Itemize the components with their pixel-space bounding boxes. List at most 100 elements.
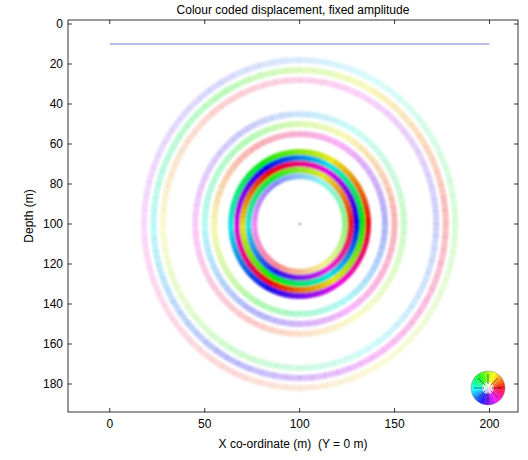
wavefront-segment (249, 233, 250, 238)
wavefront-segment (336, 178, 340, 182)
wavefront-segment (309, 165, 314, 166)
wavefront-segment (285, 57, 299, 64)
wavefront-segment (253, 247, 255, 251)
wavefront-segment (310, 159, 316, 160)
wavefront-segment (346, 189, 349, 194)
y-tick (68, 384, 72, 385)
wavefront-segment (418, 284, 424, 296)
y-tick-label: 100 (43, 217, 63, 231)
wavefront-segment (217, 167, 222, 175)
wavefront-segment (300, 311, 308, 317)
wavefront-segment (173, 136, 180, 148)
wavefront-segment (335, 170, 340, 174)
wavefront-segment (267, 318, 275, 321)
wavefront-segment (195, 122, 203, 132)
wavefront-segment (398, 186, 401, 196)
wavefront-segment (197, 243, 199, 253)
wavefront-segment (314, 166, 319, 168)
wavefront-segment (324, 276, 329, 279)
wavefront-segment (348, 150, 354, 155)
wavefront-segment (240, 183, 243, 189)
wavefront-segment (221, 99, 232, 106)
wavefront-segment (274, 271, 278, 273)
wavefront-segment (145, 238, 147, 253)
wavefront-segment (214, 266, 218, 274)
wavefront-segment (319, 278, 324, 280)
wavefront-segment (267, 273, 271, 276)
wavefront-segment (238, 188, 241, 194)
wavefront-segment (434, 141, 441, 154)
x-tick (489, 20, 490, 24)
wavefront-segment (321, 137, 328, 139)
wavefront-segment (285, 165, 290, 166)
wavefront-segment (260, 259, 263, 263)
y-tick (68, 104, 72, 105)
wavefront-segment (146, 252, 149, 267)
wavefront-segment (256, 236, 257, 240)
wavefront-segment (244, 150, 250, 155)
wavefront-segment (159, 293, 166, 306)
wavefront-segment (235, 249, 237, 255)
wavefront-segment (349, 210, 350, 215)
wavefront-segment (346, 88, 358, 93)
wavefront-segment (299, 167, 304, 173)
wavefront-segment (264, 82, 276, 85)
wavefront-segment (220, 295, 226, 302)
wavefront-segment (195, 317, 203, 327)
wavefront-segment (206, 342, 217, 351)
wavefront-segment (322, 308, 329, 310)
wavefront-segment (389, 349, 400, 358)
wavefront-segment (352, 177, 356, 182)
wavefront-segment (309, 332, 318, 333)
wavefront-segment (351, 128, 359, 133)
wavefront-segment (256, 324, 265, 328)
wavefront-segment (333, 262, 336, 265)
wavefront-segment (267, 187, 270, 190)
wavefront-segment (441, 183, 444, 197)
wavefront-segment (267, 127, 275, 130)
wavefront-segment (239, 129, 247, 134)
wavefront-segment (257, 302, 264, 306)
wavefront-segment (248, 194, 250, 199)
wavefront-segment (359, 224, 365, 230)
wavefront-segment (352, 314, 360, 319)
wavefront-segment (282, 332, 291, 333)
wavefront-segment (274, 263, 278, 265)
wavefront-segment (246, 245, 248, 250)
wavefront-segment (378, 334, 388, 342)
wavefront-segment (274, 175, 278, 177)
wavefront-segment (258, 255, 261, 259)
wavefront-segment (165, 306, 173, 319)
wavefront-segment (158, 264, 162, 277)
wavefront-segment (258, 244, 260, 248)
wavefront-segment (192, 214, 198, 224)
wavefront-segment (259, 130, 267, 134)
wavefront-segment (234, 224, 240, 230)
wavefront-segment (154, 237, 156, 251)
wavefront-segment (360, 207, 361, 213)
wavefront-segment (256, 182, 260, 186)
wavefront-segment (244, 265, 248, 270)
wavefront-segment (210, 358, 222, 366)
wavefronts (144, 60, 455, 388)
wavefront-segment (312, 71, 325, 73)
wavefront-segment (210, 258, 213, 266)
wavefront-segment (387, 113, 396, 122)
wavefront-segment (255, 251, 258, 255)
wavefront-segment (344, 266, 348, 270)
wavefront-segment (238, 254, 241, 260)
wavefront-segment (225, 172, 229, 179)
wavefront-segment (437, 263, 441, 276)
wavefront-segment (344, 247, 346, 251)
wavefront-segment (172, 119, 181, 131)
wavefront-segment (319, 180, 323, 182)
wavefront-segment (326, 281, 331, 284)
wavefront-segment (270, 185, 273, 188)
wavefront-segment (362, 248, 364, 254)
wavefront-segment (280, 280, 285, 282)
wavefront-segment (336, 266, 340, 270)
wavefront-segment (377, 358, 389, 366)
wavefront-segment (342, 193, 345, 197)
wavefront-segment (292, 268, 296, 275)
y-tick (68, 264, 72, 265)
